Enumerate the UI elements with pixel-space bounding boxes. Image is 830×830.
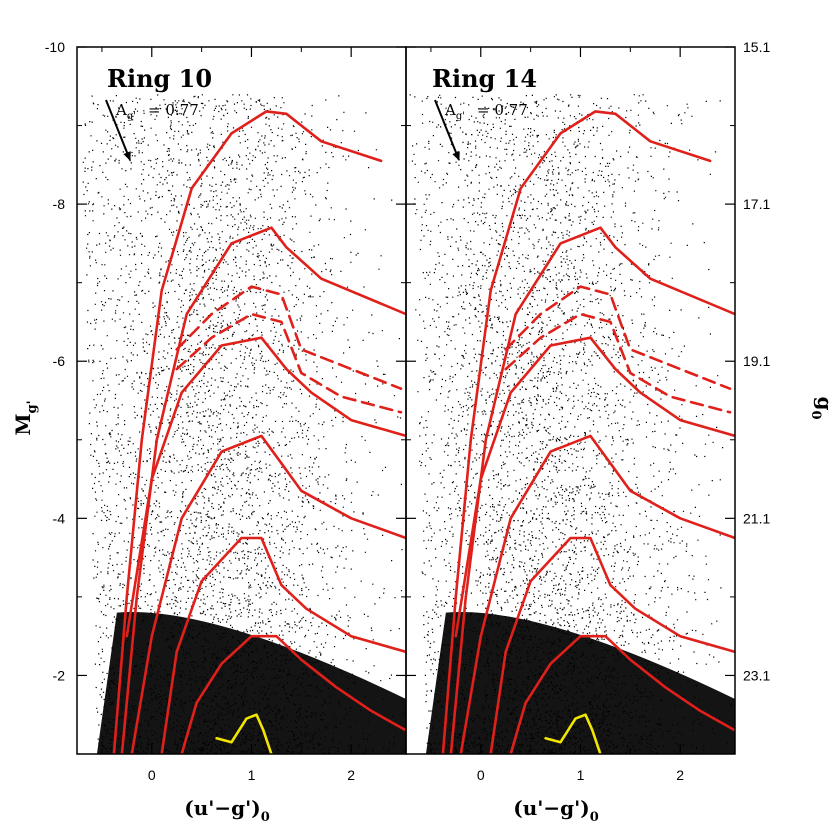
isochrone-5 — [130, 434, 406, 754]
extinction-value-ring-10: = 0.77 — [148, 101, 199, 119]
x-tick-label: 2 — [676, 767, 684, 783]
isochrone-6 — [489, 536, 735, 754]
isochrone-4 — [454, 336, 735, 638]
ticks-ring-14: 0 1 2 23.1 21.1 19.1 17.1 15.1 — [406, 39, 770, 783]
y2-tick-label: 19.1 — [743, 353, 770, 369]
isochrone-0 — [112, 110, 383, 754]
y2-tick-label: 17.1 — [743, 196, 770, 212]
y-tick-label: -6 — [53, 353, 66, 369]
isochrone-0 — [441, 110, 712, 754]
isochrone-1 — [449, 226, 735, 754]
panel-ring-10: 0 1 2 -2 -4 -6 -8 -10 Ring 10 Ag' = 0.77 — [45, 39, 407, 783]
star-points-ring-14 — [409, 94, 735, 754]
x-tick-label: 1 — [577, 767, 585, 783]
dashed-isochrone-3 — [504, 312, 732, 414]
isochrone-8 — [544, 713, 602, 754]
y2-tick-label: 23.1 — [743, 667, 770, 683]
x-axis-title-right: (u'−g')0 — [513, 796, 599, 825]
isochrone-8 — [215, 713, 273, 754]
star-points-path — [409, 94, 735, 754]
x-axis-title-left: (u'−g')0 — [184, 796, 270, 825]
extinction-symbol-ring-14: Ag' — [444, 101, 465, 122]
extinction-arrow-ring-14 — [434, 99, 460, 161]
y-axis-title-left: Mg' — [11, 400, 40, 435]
y-tick-label: -10 — [45, 39, 65, 55]
panel-title-ring-14: Ring 14 — [432, 64, 537, 93]
isochrones-ring-14 — [441, 110, 735, 754]
isochrone-4 — [125, 336, 406, 638]
isochrone-6 — [160, 536, 406, 754]
y-tick-label: -4 — [53, 510, 66, 526]
x-tick-label: 2 — [347, 767, 355, 783]
isochrone-7 — [180, 634, 406, 754]
y2-tick-label: 21.1 — [743, 510, 770, 526]
isochrone-7 — [509, 634, 735, 754]
x-tick-label: 0 — [148, 767, 156, 783]
extinction-arrow-ring-10 — [105, 99, 131, 161]
extinction-value-ring-14: = 0.77 — [477, 101, 528, 119]
dashed-isochrone-2 — [175, 285, 403, 390]
panel-title-ring-10: Ring 10 — [107, 64, 212, 93]
ticks-ring-10: 0 1 2 -2 -4 -6 -8 -10 — [45, 39, 406, 783]
dense-star-region — [425, 611, 735, 754]
panel-ring-14: 0 1 2 23.1 21.1 19.1 17.1 15.1 Ring 14 Ag' = 0.… — [405, 39, 770, 783]
y-tick-label: -8 — [53, 196, 66, 212]
y-tick-label: -2 — [53, 667, 66, 683]
isochrone-5 — [459, 434, 735, 754]
star-points-path — [82, 94, 406, 754]
y2-tick-label: 15.1 — [743, 39, 770, 55]
isochrone-1 — [120, 226, 406, 754]
dashed-isochrone-2 — [504, 285, 732, 390]
extinction-symbol-ring-10: Ag' — [115, 101, 136, 122]
panel-frame-ring-14 — [405, 46, 736, 755]
dashed-isochrone-3 — [175, 312, 403, 414]
dense-star-region — [96, 611, 406, 754]
x-tick-label: 1 — [248, 767, 256, 783]
star-points-ring-10 — [82, 94, 406, 754]
isochrones-ring-10 — [112, 110, 406, 754]
x-tick-label: 0 — [477, 767, 485, 783]
y-axis-title-right: g0' — [808, 396, 830, 423]
